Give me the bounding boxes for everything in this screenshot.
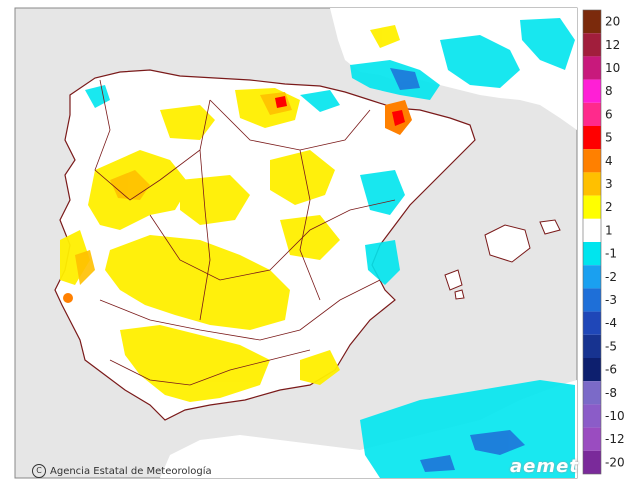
- legend-swatch: [583, 427, 601, 451]
- legend-label: -2: [605, 270, 617, 284]
- legend-swatch: [583, 102, 601, 126]
- legend-swatch: [583, 288, 601, 312]
- legend-label: 6: [605, 107, 613, 121]
- legend-label: 8: [605, 84, 613, 98]
- regional-borders: [94, 79, 396, 386]
- legend-swatch: [583, 10, 601, 34]
- legend-label: -6: [605, 363, 617, 377]
- legend-swatch: [583, 242, 601, 266]
- legend-label: -20: [605, 455, 625, 469]
- legend-label: 1: [605, 223, 613, 237]
- copyright-icon: C: [32, 464, 46, 478]
- credit-text: Agencia Estatal de Meteorología: [50, 465, 212, 477]
- legend-label: 4: [605, 154, 613, 168]
- legend-swatch: [583, 56, 601, 80]
- legend-label: -5: [605, 339, 617, 353]
- legend-swatch: [583, 149, 601, 173]
- legend-swatch: [583, 381, 601, 405]
- legend-label: 3: [605, 177, 613, 191]
- legend-swatch: [583, 404, 601, 428]
- legend-swatch: [583, 79, 601, 103]
- legend-label: -4: [605, 316, 617, 330]
- credit-line: C Agencia Estatal de Meteorología: [32, 464, 212, 478]
- legend-swatch: [583, 172, 601, 196]
- brand-logo: aemet: [510, 456, 579, 477]
- legend-label: -3: [605, 293, 617, 307]
- hot-anomaly-layer: [63, 96, 412, 303]
- legend-swatch: [583, 265, 601, 289]
- legend-label: 5: [605, 131, 613, 145]
- cold-anomaly-layer: [85, 18, 575, 478]
- legend-label: -8: [605, 386, 617, 400]
- legend-label: -12: [605, 432, 625, 446]
- legend-swatch: [583, 311, 601, 335]
- legend-swatch: [583, 218, 601, 242]
- colder-anomaly-layer: [390, 68, 525, 472]
- legend-label: 12: [605, 38, 620, 52]
- legend-swatch: [583, 358, 601, 382]
- legend-swatch: [583, 126, 601, 150]
- legend-swatch: [583, 334, 601, 358]
- legend-label: -10: [605, 409, 625, 423]
- legend-label: -1: [605, 247, 617, 261]
- legend-label: 2: [605, 200, 613, 214]
- legend-swatch: [583, 450, 601, 474]
- legend-frame: [582, 9, 602, 475]
- legend-label: 20: [605, 15, 620, 29]
- legend-swatch: [583, 33, 601, 57]
- legend-label: 10: [605, 61, 620, 75]
- legend-swatch: [583, 195, 601, 219]
- balearic-islands: [444, 219, 561, 300]
- color-legend: 20 12 10 8 6 5 4 3 2 1 -1 -2 -3 -4 -5 -6 -8 -10 -12 -20: [582, 9, 625, 475]
